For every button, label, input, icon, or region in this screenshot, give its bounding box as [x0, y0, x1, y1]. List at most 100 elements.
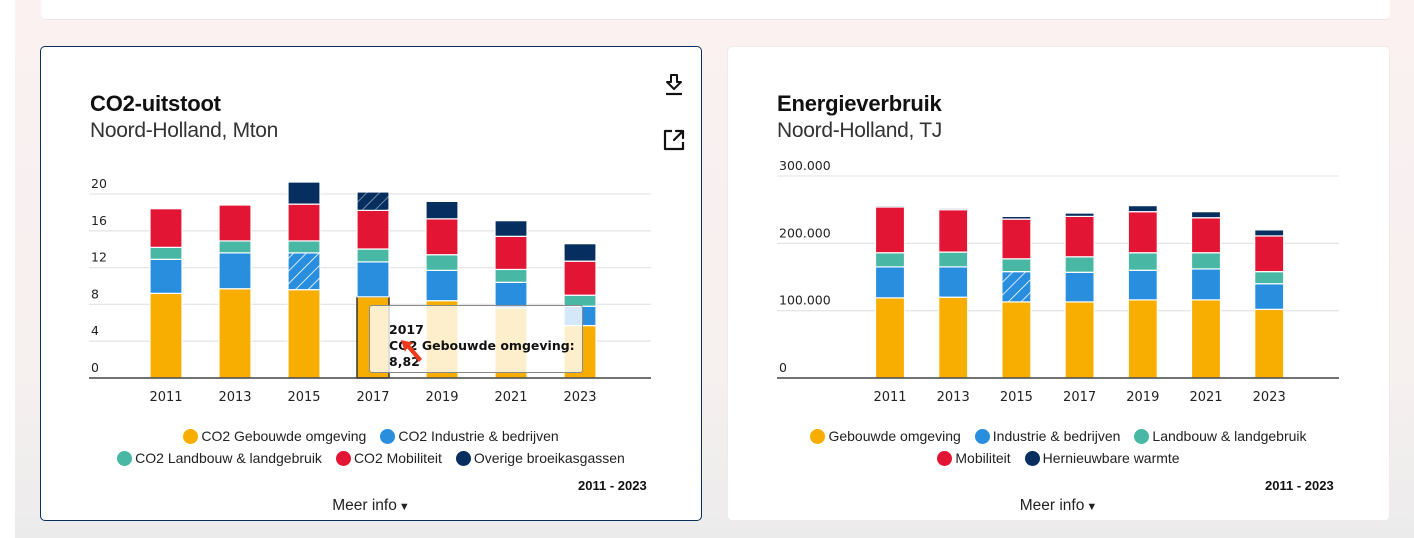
- bar-segment-industrie-2021[interactable]: [494, 281, 528, 309]
- bar-segment-landbouw-2011[interactable]: [149, 246, 183, 260]
- bar-segment-landbouw-2021[interactable]: [494, 268, 528, 283]
- legend-item-landbouw[interactable]: CO2 Landbouw & landgebruik: [117, 450, 322, 466]
- open-external-button[interactable]: [661, 127, 687, 153]
- legend-label: CO2 Landbouw & landgebruik: [135, 450, 322, 466]
- bar-segment-gebouwd-2019[interactable]: [1127, 299, 1158, 379]
- legend-label: Mobiliteit: [955, 450, 1011, 466]
- bar-segment-mobiliteit-2013[interactable]: [938, 209, 969, 253]
- legend-dot-icon: [183, 428, 199, 444]
- legend-dot-icon: [380, 428, 396, 444]
- bar-segment-industrie-2011[interactable]: [149, 258, 183, 294]
- bar-segment-landbouw-2021[interactable]: [1190, 252, 1222, 270]
- bar-segment-landbouw-2017[interactable]: [1064, 256, 1095, 273]
- bar-segment-landbouw-2015[interactable]: [287, 240, 321, 254]
- x-tick-label: 2021: [494, 390, 527, 405]
- bar-segment-industrie-2023[interactable]: [1254, 283, 1285, 310]
- x-tick-label: 2023: [563, 390, 596, 405]
- bar-segment-mobiliteit-2017[interactable]: [1064, 215, 1095, 258]
- bar-segment-industrie-2015[interactable]: [1001, 271, 1032, 303]
- bar-segment-landbouw-2015[interactable]: [1001, 258, 1032, 273]
- bar-segment-landbouw-2011[interactable]: [874, 252, 906, 268]
- bar-segment-landbouw-2023[interactable]: [1254, 271, 1285, 285]
- legend-item-gebouwd[interactable]: Gebouwde omgeving: [810, 428, 961, 444]
- legend-item-hernieuwbaar[interactable]: Hernieuwbare warmte: [1024, 450, 1180, 466]
- bar-segment-mobiliteit-2019[interactable]: [425, 218, 459, 256]
- bar-segment-mobiliteit-2019[interactable]: [1127, 211, 1158, 254]
- more-info-label: Meer info: [1019, 497, 1085, 514]
- bar-segment-overig-2023[interactable]: [1254, 229, 1285, 237]
- legend-label: Landbouw & landgebruik: [1152, 428, 1307, 444]
- bar-segment-overig-2017[interactable]: [356, 191, 390, 211]
- bar-segment-overig-2019[interactable]: [1127, 205, 1158, 213]
- bar-segment-landbouw-2013[interactable]: [218, 240, 252, 254]
- bar-segment-gebouwd-2017[interactable]: [1064, 301, 1095, 379]
- tooltip-year: 2017: [389, 322, 424, 337]
- y-tick-label: 4: [91, 323, 99, 338]
- bar-segment-landbouw-2017[interactable]: [356, 248, 390, 263]
- bar-segment-gebouwd-2011[interactable]: [874, 297, 906, 379]
- bar-segment-mobiliteit-2023[interactable]: [1254, 235, 1285, 273]
- bar-segment-gebouwd-2013[interactable]: [938, 296, 969, 379]
- bar-segment-mobiliteit-2021[interactable]: [1190, 217, 1222, 254]
- bar-segment-mobiliteit-2023[interactable]: [563, 260, 597, 296]
- bar-segment-industrie-2017[interactable]: [1064, 271, 1095, 303]
- x-tick-label: 2021: [1189, 390, 1222, 405]
- bar-segment-gebouwd-2015[interactable]: [1001, 301, 1032, 379]
- bar-segment-mobiliteit-2013[interactable]: [218, 204, 252, 242]
- legend-item-mobiliteit[interactable]: CO2 Mobiliteit: [335, 450, 442, 466]
- bar-segment-gebouwd-2011[interactable]: [149, 292, 183, 379]
- bar-segment-overig-2017[interactable]: [1064, 212, 1095, 218]
- bar-segment-industrie-2017[interactable]: [356, 261, 390, 298]
- legend-dot-icon: [1024, 450, 1040, 466]
- bar-segment-mobiliteit-2011[interactable]: [874, 206, 906, 254]
- legend-item-industrie[interactable]: Industrie & bedrijven: [974, 428, 1120, 444]
- bar-segment-mobiliteit-2017[interactable]: [356, 209, 390, 250]
- legend-dot-icon: [117, 450, 133, 466]
- bar-segment-industrie-2011[interactable]: [874, 266, 906, 299]
- bar-segment-mobiliteit-2015[interactable]: [287, 203, 321, 242]
- bar-segment-overig-2021[interactable]: [1190, 211, 1222, 219]
- bar-segment-mobiliteit-2011[interactable]: [149, 208, 183, 248]
- legend-item-gebouwd[interactable]: CO2 Gebouwde omgeving: [183, 428, 366, 444]
- legend-label: CO2 Industrie & bedrijven: [398, 428, 559, 444]
- bar-segment-mobiliteit-2015[interactable]: [1001, 218, 1032, 260]
- bar-segment-industrie-2019[interactable]: [425, 269, 459, 302]
- more-info-toggle[interactable]: Meer info ▼: [728, 497, 1389, 515]
- bar-segment-overig-2011[interactable]: [874, 205, 906, 208]
- bar-segment-overig-2015[interactable]: [1001, 215, 1032, 220]
- bar-segment-industrie-2013[interactable]: [938, 266, 969, 298]
- bar-segment-gebouwd-2013[interactable]: [218, 288, 252, 379]
- bar-segment-gebouwd-2021[interactable]: [1190, 299, 1222, 379]
- bar-segment-overig-2019[interactable]: [425, 200, 459, 220]
- bar-segment-overig-2021[interactable]: [494, 220, 528, 237]
- legend-item-mobiliteit[interactable]: Mobiliteit: [937, 450, 1011, 466]
- legend-item-overig[interactable]: Overige broeikasgassen: [455, 450, 625, 466]
- bar-segment-industrie-2015[interactable]: [287, 252, 321, 291]
- bar-segment-landbouw-2013[interactable]: [938, 251, 969, 268]
- y-tick-label: 20: [91, 176, 107, 191]
- caret-down-icon: ▼: [398, 501, 410, 513]
- bar-segment-landbouw-2019[interactable]: [1127, 252, 1158, 271]
- download-button[interactable]: [661, 72, 687, 98]
- bar-segment-landbouw-2019[interactable]: [425, 254, 459, 271]
- bar-segment-overig-2023[interactable]: [563, 243, 597, 262]
- bar-segment-overig-2015[interactable]: [287, 181, 321, 205]
- bar-segment-industrie-2013[interactable]: [218, 252, 252, 290]
- legend-item-landbouw[interactable]: Landbouw & landgebruik: [1134, 428, 1307, 444]
- bar-segment-gebouwd-2023[interactable]: [1254, 308, 1285, 379]
- legend-item-industrie[interactable]: CO2 Industrie & bedrijven: [380, 428, 559, 444]
- bar-segment-gebouwd-2015[interactable]: [287, 289, 321, 379]
- bar-segment-overig-2013[interactable]: [938, 207, 969, 211]
- legend-label: Hernieuwbare warmte: [1042, 450, 1180, 466]
- energy-card: Energieverbruik Noord-Holland, TJ 0 100.0…: [727, 46, 1390, 521]
- bar-segment-industrie-2021[interactable]: [1190, 268, 1222, 301]
- y-tick-label: 100.000: [779, 293, 831, 308]
- x-tick-label: 2019: [425, 390, 458, 405]
- y-tick-label: 200.000: [779, 225, 831, 240]
- bar-segment-industrie-2019[interactable]: [1127, 269, 1158, 301]
- y-tick-label: 16: [91, 213, 107, 228]
- y-tick-label: 0: [779, 360, 787, 375]
- bar-segment-mobiliteit-2021[interactable]: [494, 235, 528, 271]
- more-info-toggle[interactable]: Meer info ▼: [41, 497, 701, 515]
- legend-dot-icon: [937, 450, 953, 466]
